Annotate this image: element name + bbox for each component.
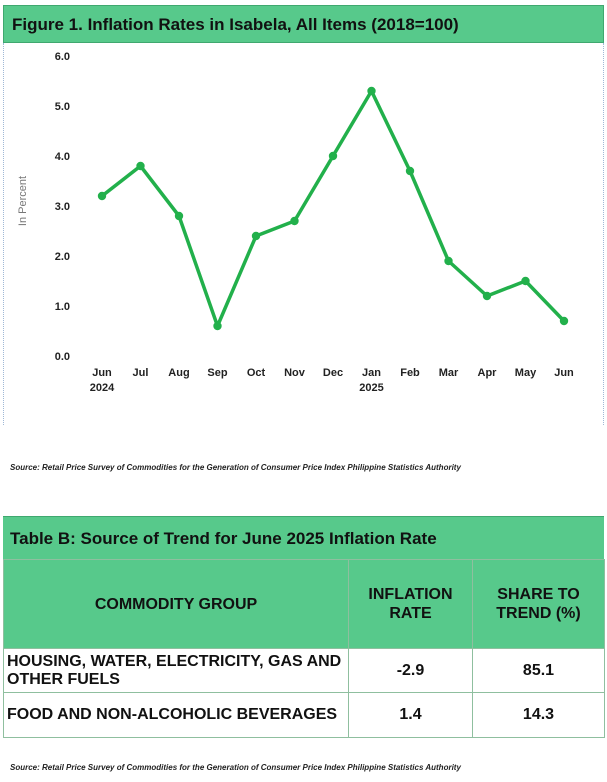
table-source-note: Source: Retail Price Survey of Commoditi… bbox=[10, 763, 461, 772]
row-commodity-group: FOOD AND NON-ALCOHOLIC BEVERAGES bbox=[3, 692, 349, 738]
row-inflation-rate: 1.4 bbox=[348, 692, 473, 738]
data-point bbox=[367, 86, 376, 96]
x-tick-label: Jun bbox=[554, 367, 574, 379]
x-tick-label: Jan bbox=[362, 367, 381, 379]
figure-title: Figure 1. Inflation Rates in Isabela, Al… bbox=[12, 15, 459, 34]
data-point bbox=[482, 291, 492, 301]
y-tick-label: 4.0 bbox=[55, 151, 70, 163]
table-row: FOOD AND NON-ALCOHOLIC BEVERAGES 1.4 14.… bbox=[3, 692, 605, 738]
source-of-trend-table: COMMODITY GROUP INFLATION RATE SHARE TO … bbox=[3, 559, 605, 738]
table-title-bar: Table B: Source of Trend for June 2025 I… bbox=[3, 516, 604, 559]
y-tick-label: 0.0 bbox=[55, 351, 70, 363]
x-tick-label: Nov bbox=[284, 367, 306, 379]
x-tick-label: Dec bbox=[323, 367, 343, 379]
y-tick-label: 5.0 bbox=[55, 101, 70, 113]
x-year-label: 2024 bbox=[90, 382, 115, 394]
y-tick-label: 6.0 bbox=[55, 51, 70, 63]
header-share-to-trend: SHARE TO TREND (%) bbox=[472, 559, 605, 649]
table-title: Table B: Source of Trend for June 2025 I… bbox=[10, 529, 437, 548]
x-tick-label: Sep bbox=[207, 367, 227, 379]
data-point bbox=[251, 231, 261, 241]
row-inflation-rate: -2.9 bbox=[348, 648, 473, 693]
series-line bbox=[100, 89, 566, 328]
x-year-label: 2025 bbox=[359, 382, 383, 394]
figure-title-bar: Figure 1. Inflation Rates in Isabela, Al… bbox=[3, 5, 604, 43]
data-point bbox=[213, 321, 222, 331]
data-point bbox=[290, 216, 299, 226]
y-tick-label: 3.0 bbox=[55, 201, 70, 213]
header-commodity-group: COMMODITY GROUP bbox=[3, 559, 349, 649]
header-inflation-rate: INFLATION RATE bbox=[348, 559, 473, 649]
data-point bbox=[174, 211, 184, 221]
table-row: HOUSING, WATER, ELECTRICITY, GAS AND OTH… bbox=[3, 648, 605, 693]
x-tick-label: Mar bbox=[439, 367, 459, 379]
table-header-row: COMMODITY GROUP INFLATION RATE SHARE TO … bbox=[3, 559, 605, 649]
y-axis-label: In Percent bbox=[17, 176, 29, 226]
data-point bbox=[444, 256, 453, 266]
row-share-to-trend: 14.3 bbox=[472, 692, 605, 738]
data-point bbox=[405, 166, 415, 176]
data-point bbox=[328, 151, 338, 161]
x-tick-label: Feb bbox=[400, 367, 420, 379]
y-tick-label: 1.0 bbox=[55, 301, 70, 313]
chart-frame bbox=[3, 43, 604, 425]
x-tick-label: Apr bbox=[478, 367, 498, 379]
figure-source-note: Source: Retail Price Survey of Commoditi… bbox=[10, 463, 461, 472]
row-commodity-group: HOUSING, WATER, ELECTRICITY, GAS AND OTH… bbox=[3, 648, 349, 693]
x-tick-label: Aug bbox=[168, 367, 189, 379]
data-point bbox=[136, 161, 145, 171]
x-tick-label: Jul bbox=[133, 367, 149, 379]
data-point bbox=[559, 316, 569, 326]
data-point bbox=[97, 191, 107, 201]
x-tick-label: May bbox=[515, 367, 537, 379]
x-tick-label: Jun bbox=[92, 367, 112, 379]
inflation-line-chart: 0.0 1.0 2.0 3.0 4.0 5.0 6.0 In Percent Jun 2024 Ju… bbox=[17, 51, 574, 394]
row-share-to-trend: 85.1 bbox=[472, 648, 605, 693]
data-point bbox=[521, 276, 530, 286]
y-tick-label: 2.0 bbox=[55, 251, 70, 263]
x-tick-label: Oct bbox=[247, 367, 266, 379]
